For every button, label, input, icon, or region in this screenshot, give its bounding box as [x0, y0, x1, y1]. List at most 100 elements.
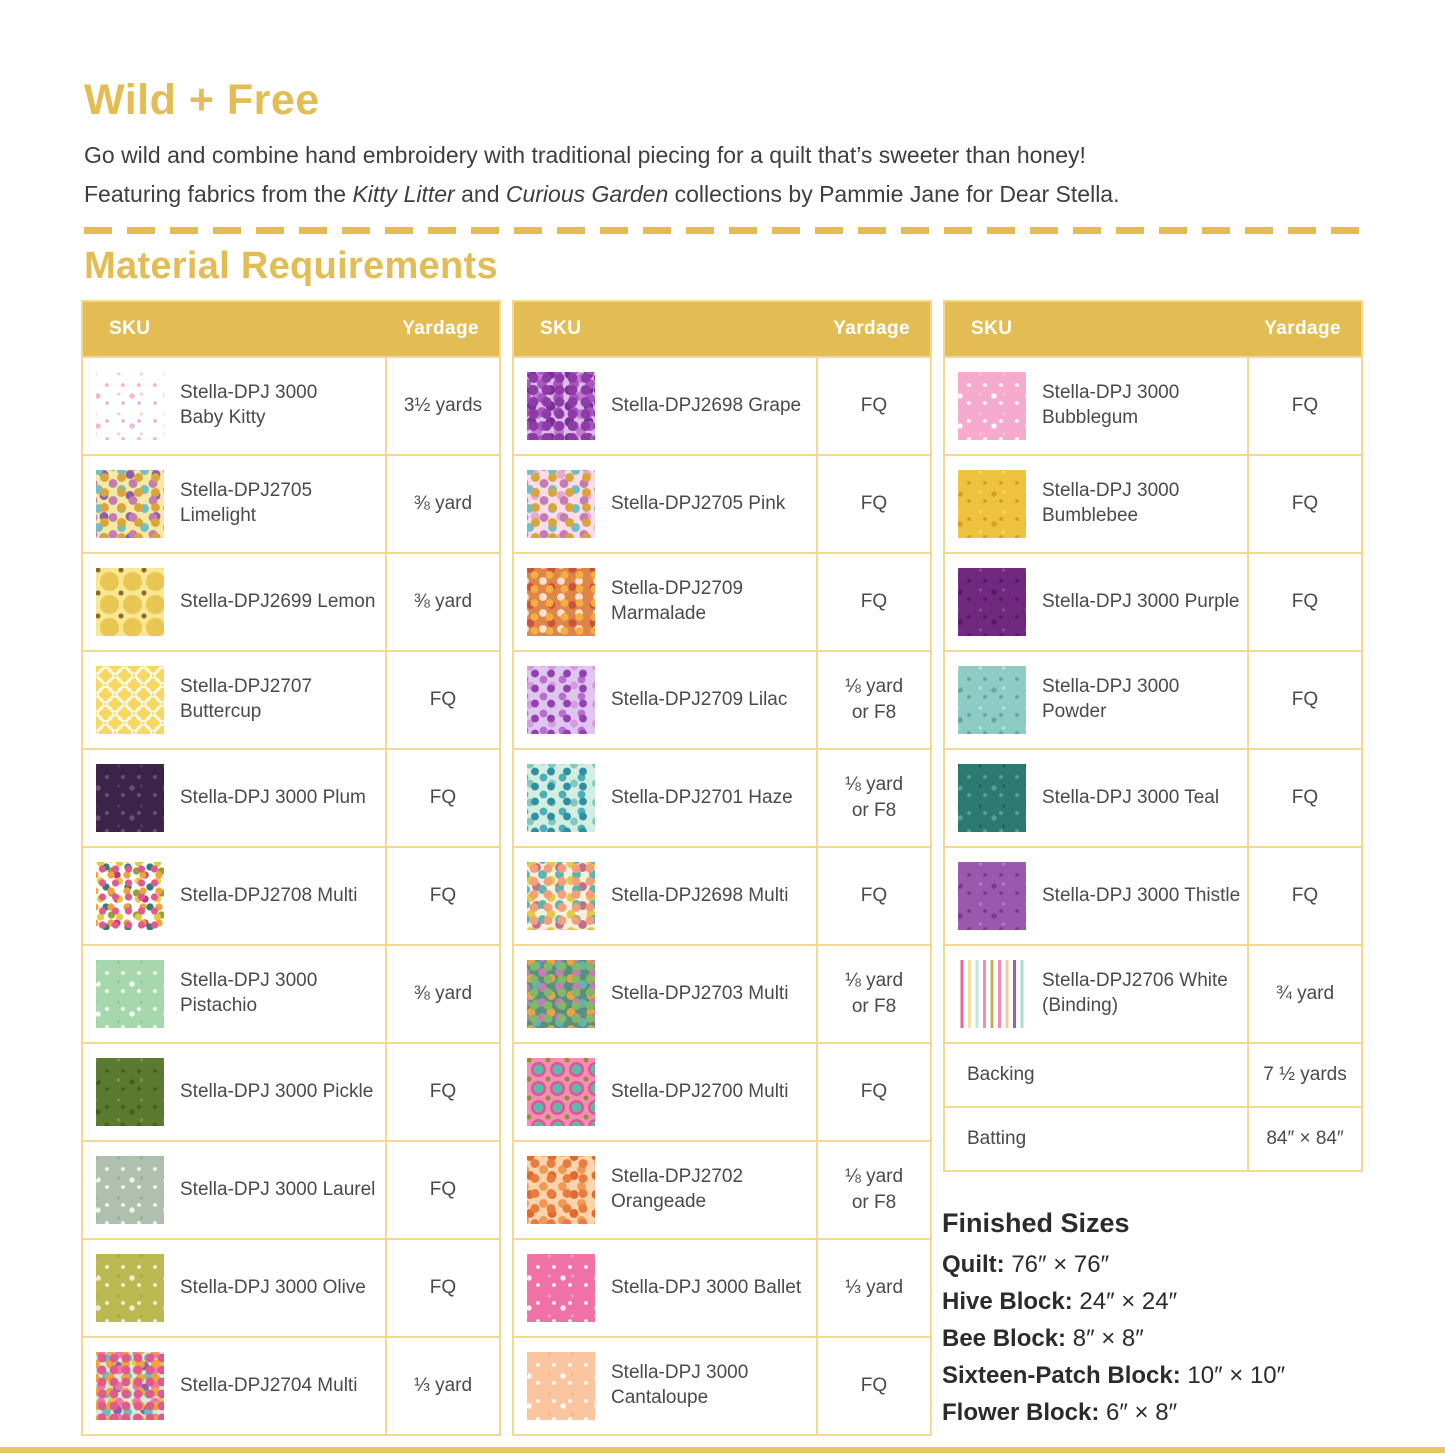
fabric-swatch [527, 764, 595, 832]
fabric-swatch [527, 960, 595, 1028]
table-row: Stella-DPJ 3000 Bumblebee FQ [945, 454, 1361, 552]
table-row: Stella-DPJ2709 Marmalade FQ [514, 552, 930, 650]
sku-cell: Stella-DPJ2703 Multi [514, 946, 816, 1042]
table-row: Stella-DPJ2709 Lilac ⅛ yard or F8 [514, 650, 930, 748]
fabric-swatch [96, 372, 164, 440]
yardage-value: FQ [816, 1044, 930, 1140]
sku-label: Stella-DPJ 3000 Pickle [180, 1080, 374, 1102]
fabric-swatch [527, 372, 595, 440]
yardage-value: ¾ yard [1247, 946, 1361, 1042]
fabric-swatch [96, 568, 164, 636]
sku-label: Backing [967, 1063, 1035, 1085]
fabric-swatch [527, 666, 595, 734]
sku-cell: Stella-DPJ 3000 Ballet [514, 1240, 816, 1336]
sku-cell: Stella-DPJ2699 Lemon [83, 554, 385, 650]
sku-label: Stella-DPJ 3000 Teal [1042, 786, 1220, 808]
fabric-swatch [958, 862, 1026, 930]
yardage-column-header: Yardage [1264, 318, 1341, 339]
materials-table-3: SKU Yardage Stella-DPJ 3000 Bubblegum FQ S… [943, 300, 1363, 1172]
sku-cell: Stella-DPJ2700 Multi [514, 1044, 816, 1140]
fabric-swatch [527, 862, 595, 930]
table-row: Stella-DPJ 3000 Laurel FQ [83, 1140, 499, 1238]
sku-column-header: SKU [540, 318, 582, 339]
sku-cell: Stella-DPJ 3000 Bubblegum [945, 358, 1247, 454]
sku-cell: Stella-DPJ 3000 Bumblebee [945, 456, 1247, 552]
table-row: Stella-DPJ2699 Lemon ⅜ yard [83, 552, 499, 650]
table-row: Stella-DPJ 3000 Pickle FQ [83, 1042, 499, 1140]
sku-cell: Stella-DPJ2707 Buttercup [83, 652, 385, 748]
table-row: Stella-DPJ2705 Limelight ⅜ yard [83, 454, 499, 552]
sku-cell: Batting [945, 1108, 1247, 1170]
sku-cell: Backing [945, 1044, 1247, 1106]
yardage-value: FQ [1247, 358, 1361, 454]
finished-size-hive-block: Hive Block: 24″ × 24″ [942, 1288, 1178, 1315]
sku-cell: Stella-DPJ 3000 Pistachio [83, 946, 385, 1042]
sku-column-header: SKU [971, 318, 1013, 339]
sku-cell: Stella-DPJ2705 Limelight [83, 456, 385, 552]
sku-label: Stella-DPJ 3000 Pistachio [180, 970, 318, 1016]
yardage-value: ⅛ yard or F8 [816, 652, 930, 748]
sku-label: Stella-DPJ2703 Multi [611, 982, 789, 1004]
sku-label: Stella-DPJ 3000 Cantaloupe [611, 1362, 749, 1408]
sku-label: Stella-DPJ 3000 Bubblegum [1042, 382, 1180, 428]
table-row: Stella-DPJ2708 Multi FQ [83, 846, 499, 944]
yardage-value: ⅓ yard [816, 1240, 930, 1336]
sku-cell: Stella-DPJ 3000 Purple [945, 554, 1247, 650]
sku-label: Stella-DPJ 3000 Ballet [611, 1276, 802, 1298]
sku-label: Stella-DPJ2702 Orangeade [611, 1166, 744, 1212]
yardage-column-header: Yardage [402, 318, 479, 339]
sku-label: Stella-DPJ2698 Grape [611, 394, 802, 416]
sku-cell: Stella-DPJ2709 Marmalade [514, 554, 816, 650]
yardage-value: FQ [1247, 456, 1361, 552]
sku-label: Stella-DPJ2707 Buttercup [180, 676, 313, 722]
yardage-value: FQ [385, 1142, 499, 1238]
sku-cell: Stella-DPJ2698 Grape [514, 358, 816, 454]
yardage-value: FQ [1247, 554, 1361, 650]
sku-label: Stella-DPJ 3000 Olive [180, 1276, 366, 1298]
fabric-swatch [527, 470, 595, 538]
yardage-column-header: Yardage [833, 318, 910, 339]
table-row: Stella-DPJ 3000 Plum FQ [83, 748, 499, 846]
table-row: Stella-DPJ2704 Multi ⅓ yard [83, 1336, 499, 1434]
table-rows: Stella-DPJ 3000 Baby Kitty 3½ yards Stella… [83, 356, 499, 1434]
intro-line2-post: collections by Pammie Jane for Dear Stel… [668, 181, 1120, 207]
sku-cell: Stella-DPJ 3000 Pickle [83, 1044, 385, 1140]
finished-size-flower-block: Flower Block: 6″ × 8″ [942, 1399, 1178, 1426]
yardage-value: ⅜ yard [385, 456, 499, 552]
intro-collection-2: Curious Garden [505, 181, 669, 207]
fabric-swatch [527, 1058, 595, 1126]
yardage-value: FQ [385, 652, 499, 748]
materials-table-2: SKU Yardage Stella-DPJ2698 Grape FQ Stella… [512, 300, 932, 1436]
intro-line2-pre: Featuring fabrics from the [84, 181, 353, 207]
finished-size-quilt: Quilt: 76″ × 76″ [942, 1251, 1110, 1278]
fabric-swatch [958, 568, 1026, 636]
finished-size-bee-block: Bee Block: 8″ × 8″ [942, 1325, 1144, 1352]
sku-label: Stella-DPJ2709 Lilac [611, 688, 788, 710]
fabric-swatch [958, 666, 1026, 734]
section-title: Material Requirements [84, 245, 498, 287]
sku-cell: Stella-DPJ2698 Multi [514, 848, 816, 944]
table-row: Stella-DPJ2702 Orangeade ⅛ yard or F8 [514, 1140, 930, 1238]
sku-label: Stella-DPJ 3000 Thistle [1042, 884, 1241, 906]
table-row: Stella-DPJ 3000 Ballet ⅓ yard [514, 1238, 930, 1336]
fabric-swatch [96, 470, 164, 538]
sku-cell: Stella-DPJ 3000 Thistle [945, 848, 1247, 944]
sku-cell: Stella-DPJ2702 Orangeade [514, 1142, 816, 1238]
yardage-value: ⅛ yard or F8 [816, 946, 930, 1042]
table-row: Stella-DPJ2701 Haze ⅛ yard or F8 [514, 748, 930, 846]
yardage-value: FQ [385, 848, 499, 944]
table-rows: Stella-DPJ 3000 Bubblegum FQ Stella-DPJ 30… [945, 356, 1361, 1170]
table-row: Stella-DPJ2700 Multi FQ [514, 1042, 930, 1140]
sku-cell: Stella-DPJ2706 White (Binding) [945, 946, 1247, 1042]
sku-label: Stella-DPJ2705 Limelight [180, 480, 313, 526]
yardage-value: 3½ yards [385, 358, 499, 454]
sku-label: Stella-DPJ 3000 Purple [1042, 590, 1240, 612]
sku-label: Stella-DPJ2708 Multi [180, 884, 358, 906]
sku-label: Stella-DPJ 3000 Plum [180, 786, 366, 808]
intro-line2-mid: and [454, 181, 506, 207]
table-row: Stella-DPJ 3000 Cantaloupe FQ [514, 1336, 930, 1434]
sku-cell: Stella-DPJ 3000 Teal [945, 750, 1247, 846]
table-row: Stella-DPJ 3000 Purple FQ [945, 552, 1361, 650]
yardage-value: 7 ½ yards [1247, 1044, 1361, 1106]
